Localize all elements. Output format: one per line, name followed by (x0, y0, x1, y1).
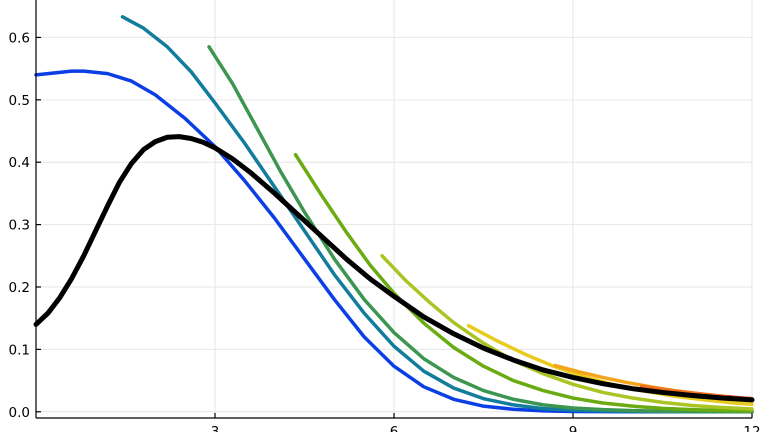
y-tick-label: 0.2 (9, 280, 30, 296)
series-line-10 (33, 134, 755, 403)
x-tick-label: 6 (390, 424, 399, 432)
y-tick-label: 0.4 (9, 155, 30, 171)
y-tick-label: 0.3 (9, 218, 30, 234)
series-line-2 (120, 15, 754, 414)
series-line-4 (293, 152, 754, 413)
grid (36, 0, 753, 418)
x-tick-label: 9 (569, 424, 578, 432)
x-tick-label: 12 (743, 424, 760, 432)
series-lines (33, 15, 755, 414)
y-tick-label: 0.5 (9, 93, 30, 109)
axes (35, 0, 753, 419)
series-line-5 (380, 254, 754, 411)
x-tick-label: 3 (211, 424, 220, 432)
y-tick-label: 0.6 (9, 30, 30, 46)
y-tick-label: 0.0 (9, 405, 30, 421)
y-tick-label: 0.1 (9, 342, 30, 358)
tick-labels: 3 6 9 12 0.0 0.1 0.2 0.3 0.4 0.5 0.6 (9, 30, 761, 432)
series-line-3 (207, 45, 754, 414)
